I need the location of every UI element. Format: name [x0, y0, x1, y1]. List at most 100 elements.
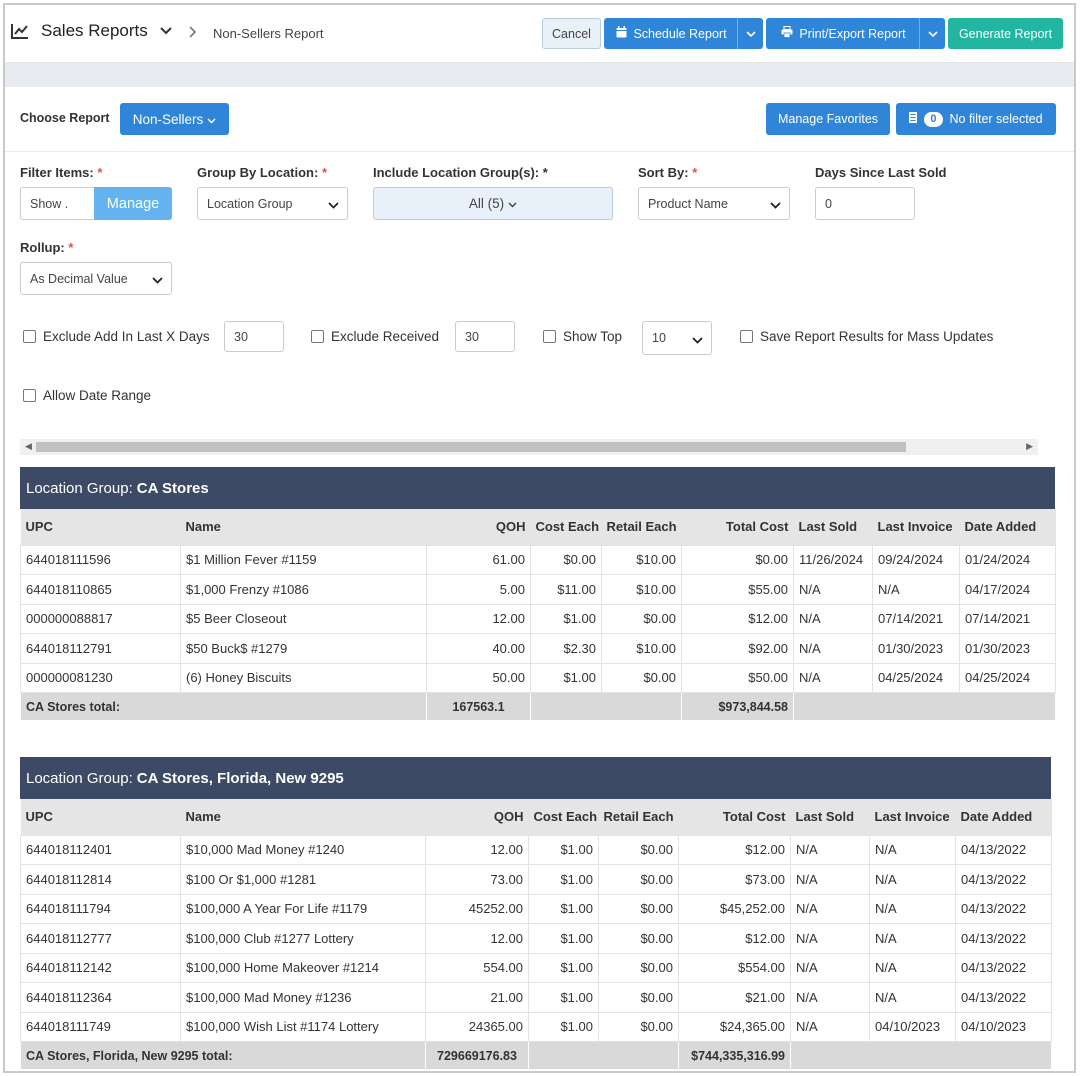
exclude-add-checkbox[interactable]: Exclude Add In Last X Days	[23, 329, 210, 344]
generate-report-button[interactable]: Generate Report	[948, 18, 1063, 49]
scroll-left-icon[interactable]: ◀	[25, 441, 32, 451]
qoh-cell: 21.00	[425, 982, 529, 1013]
column-header[interactable]: Retail Each	[598, 799, 679, 835]
top-bar: Sales Reports Non-Sellers Report Cancel …	[5, 5, 1074, 63]
upc-cell: 644018112814	[20, 864, 181, 895]
column-header[interactable]: Total Cost	[681, 509, 794, 545]
filter-count-badge: 0	[924, 111, 943, 127]
save-results-checkbox[interactable]: Save Report Results for Mass Updates	[740, 329, 993, 344]
group-total-blank	[793, 692, 1056, 721]
filter-button[interactable]: 0 No filter selected	[896, 103, 1056, 135]
retail-each-cell: $0.00	[598, 864, 679, 895]
show-top-checkbox[interactable]: Show Top	[543, 329, 622, 344]
table-row[interactable]: 644018111749 $100,000 Wish List #1174 Lot…	[20, 1011, 1052, 1042]
checkbox-box[interactable]	[740, 330, 753, 343]
checkbox-box[interactable]	[311, 330, 324, 343]
scroll-right-icon[interactable]: ▶	[1026, 441, 1033, 451]
last-sold-cell: N/A	[790, 982, 870, 1013]
name-cell: $100,000 Club #1277 Lottery	[180, 923, 426, 954]
table-row[interactable]: 644018112364 $100,000 Mad Money #1236 21.0…	[20, 982, 1052, 1013]
last-invoice-cell: N/A	[869, 982, 956, 1013]
group-by-select[interactable]: Location Group	[197, 187, 348, 220]
sort-by-select[interactable]: Product Name	[638, 187, 790, 220]
checkbox-box[interactable]	[23, 330, 36, 343]
column-header[interactable]: Retail Each	[601, 509, 682, 545]
manage-button[interactable]: Manage	[94, 187, 172, 220]
table-row[interactable]: 000000081230 (6) Honey Biscuits 50.00 $1.00…	[20, 662, 1056, 693]
column-header[interactable]: UPC	[20, 799, 181, 835]
horizontal-scrollbar[interactable]: ◀ ▶	[20, 439, 1038, 455]
checkbox-box[interactable]	[23, 389, 36, 402]
upc-cell: 644018112364	[20, 982, 181, 1013]
date-added-cell: 04/13/2022	[955, 864, 1052, 895]
checkbox-box[interactable]	[543, 330, 556, 343]
column-header[interactable]: Last Sold	[793, 509, 873, 545]
rollup-value: As Decimal Value	[30, 271, 128, 286]
table-row[interactable]: 644018111596 $1 Million Fever #1159 61.00 $…	[20, 544, 1056, 575]
table-row[interactable]: 000000088817 $5 Beer Closeout 12.00 $1.00 $0…	[20, 603, 1056, 634]
chevron-down-icon[interactable]	[919, 18, 945, 49]
schedule-report-button[interactable]: Schedule Report	[604, 18, 763, 49]
exclude-add-input[interactable]: 30	[224, 321, 284, 352]
column-header[interactable]: Date Added	[959, 509, 1056, 545]
column-header[interactable]: QOH	[426, 509, 531, 545]
last-sold-cell: N/A	[790, 834, 870, 865]
qoh-cell: 12.00	[425, 923, 529, 954]
report-select[interactable]: Non-Sellers	[120, 103, 229, 135]
group-total-blank	[790, 1041, 1052, 1070]
last-invoice-cell: N/A	[869, 834, 956, 865]
filter-items-select[interactable]: Show .	[20, 187, 96, 220]
table-row[interactable]: 644018112142 $100,000 Home Makeover #1214…	[20, 952, 1052, 983]
column-header[interactable]: UPC	[20, 509, 181, 545]
column-header[interactable]: Total Cost	[678, 799, 791, 835]
total-cost-cell: $12.00	[678, 923, 791, 954]
cost-each-cell: $1.00	[528, 952, 599, 983]
header-band	[5, 63, 1074, 87]
date-added-cell: 04/13/2022	[955, 893, 1052, 924]
chevron-down-icon[interactable]	[737, 18, 763, 49]
table-row[interactable]: 644018110865 $1,000 Frenzy #1086 5.00 $11.0…	[20, 574, 1056, 605]
total-cost-cell: $21.00	[678, 982, 791, 1013]
column-header[interactable]: Last Sold	[790, 799, 870, 835]
chevron-down-icon	[152, 273, 163, 287]
exclude-received-input[interactable]: 30	[455, 321, 515, 352]
table-row[interactable]: 644018112791 $50 Buck$ #1279 40.00 $2.30 $10…	[20, 633, 1056, 664]
column-header[interactable]: Name	[180, 799, 426, 835]
column-header[interactable]: Cost Each	[528, 799, 599, 835]
total-cost-cell: $12.00	[681, 603, 794, 634]
retail-each-cell: $0.00	[598, 1011, 679, 1042]
table-row[interactable]: 644018112814 $100 Or $1,000 #1281 73.00 $1.…	[20, 864, 1052, 895]
table-row[interactable]: 644018112777 $100,000 Club #1277 Lottery 1…	[20, 923, 1052, 954]
column-header[interactable]: QOH	[425, 799, 529, 835]
manage-favorites-button[interactable]: Manage Favorites	[766, 103, 890, 135]
exclude-received-checkbox[interactable]: Exclude Received	[311, 329, 439, 344]
scrollbar-thumb[interactable]	[36, 442, 906, 452]
column-header[interactable]: Last Invoice	[869, 799, 956, 835]
column-header[interactable]: Last Invoice	[872, 509, 960, 545]
total-cost-cell: $92.00	[681, 633, 794, 664]
cost-each-cell: $2.30	[530, 633, 602, 664]
show-top-select[interactable]: 10	[642, 321, 712, 355]
retail-each-cell: $0.00	[601, 662, 682, 693]
days-since-input[interactable]: 0	[815, 187, 915, 220]
reports-menu[interactable]: Sales Reports	[11, 21, 172, 41]
allow-date-range-checkbox[interactable]: Allow Date Range	[23, 388, 151, 403]
name-cell: $50 Buck$ #1279	[180, 633, 427, 664]
print-export-button[interactable]: Print/Export Report	[766, 18, 945, 49]
include-groups-select[interactable]: All (5)	[373, 187, 613, 220]
column-header[interactable]: Cost Each	[530, 509, 602, 545]
total-cost-cell: $55.00	[681, 574, 794, 605]
group-name: CA Stores	[136, 479, 209, 497]
table-row[interactable]: 644018111794 $100,000 A Year For Life #11…	[20, 893, 1052, 924]
column-header[interactable]: Date Added	[955, 799, 1052, 835]
retail-each-cell: $10.00	[601, 633, 682, 664]
table-header-row: UPC Name QOH Cost Each Retail Each Total…	[20, 799, 1052, 835]
qoh-cell: 5.00	[426, 574, 531, 605]
retail-each-cell: $10.00	[601, 544, 682, 575]
rollup-select[interactable]: As Decimal Value	[20, 262, 172, 295]
sort-by-label: Sort By: *	[638, 165, 698, 180]
cancel-button[interactable]: Cancel	[542, 18, 601, 49]
column-header[interactable]: Name	[180, 509, 427, 545]
table-row[interactable]: 644018112401 $10,000 Mad Money #1240 12.00…	[20, 834, 1052, 865]
date-added-cell: 01/24/2024	[959, 544, 1056, 575]
